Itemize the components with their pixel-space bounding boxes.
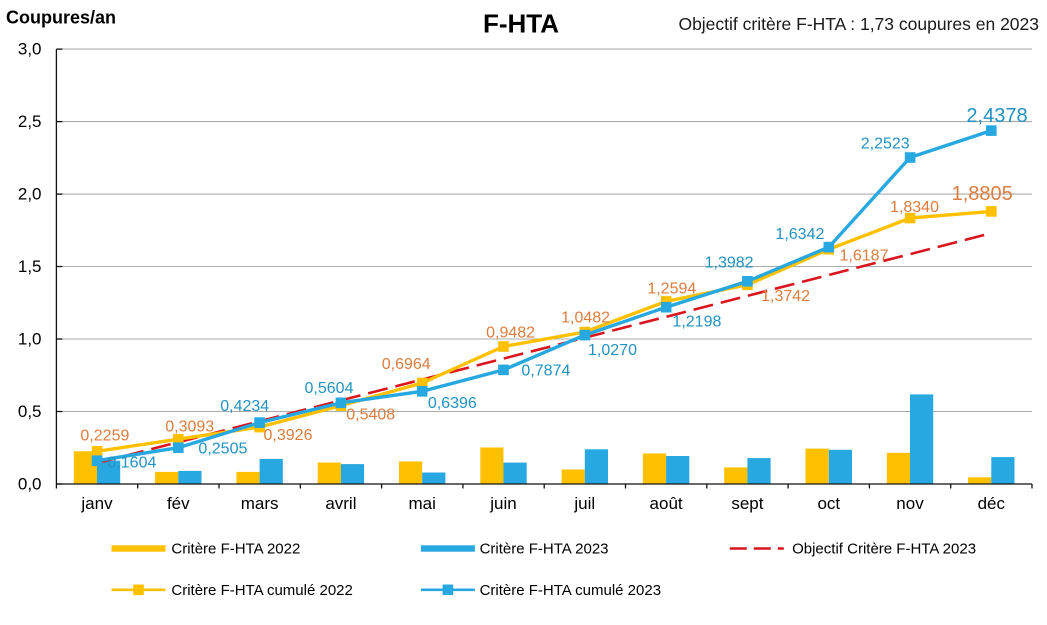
svg-text:0,7874: 0,7874 bbox=[521, 363, 570, 380]
svg-text:mai: mai bbox=[408, 494, 435, 513]
svg-text:0,6964: 0,6964 bbox=[382, 356, 431, 373]
svg-text:0,5408: 0,5408 bbox=[346, 406, 395, 423]
svg-text:0,2259: 0,2259 bbox=[80, 427, 129, 444]
svg-text:Objectif critère F-HTA : 1,73: Objectif critère F-HTA : 1,73 coupures e… bbox=[678, 14, 1039, 34]
svg-text:fév: fév bbox=[167, 494, 190, 513]
svg-text:0,5604: 0,5604 bbox=[305, 380, 354, 397]
svg-text:oct: oct bbox=[817, 494, 840, 513]
svg-text:F-HTA: F-HTA bbox=[483, 9, 559, 39]
svg-text:2,2523: 2,2523 bbox=[861, 136, 910, 153]
svg-text:nov: nov bbox=[896, 494, 924, 513]
svg-text:0,0: 0,0 bbox=[18, 475, 42, 494]
svg-text:Critère F-HTA cumulé 2023: Critère F-HTA cumulé 2023 bbox=[480, 582, 661, 599]
svg-text:1,2198: 1,2198 bbox=[672, 313, 721, 330]
svg-text:1,0270: 1,0270 bbox=[588, 342, 637, 359]
svg-text:1,3982: 1,3982 bbox=[705, 255, 754, 272]
svg-text:1,0: 1,0 bbox=[18, 330, 42, 349]
svg-text:1,2594: 1,2594 bbox=[647, 280, 696, 297]
svg-text:1,5: 1,5 bbox=[18, 257, 42, 276]
svg-text:2,5: 2,5 bbox=[18, 112, 42, 131]
svg-text:3,0: 3,0 bbox=[18, 40, 42, 59]
svg-text:août: août bbox=[650, 494, 683, 513]
svg-text:0,2505: 0,2505 bbox=[198, 441, 247, 458]
svg-text:sept: sept bbox=[731, 494, 763, 513]
svg-text:0,3926: 0,3926 bbox=[264, 427, 313, 444]
svg-text:déc: déc bbox=[978, 494, 1006, 513]
svg-text:Critère F-HTA 2023: Critère F-HTA 2023 bbox=[480, 541, 609, 558]
svg-text:1,8340: 1,8340 bbox=[890, 199, 939, 216]
svg-text:1,3742: 1,3742 bbox=[761, 288, 810, 305]
svg-text:0,4234: 0,4234 bbox=[220, 398, 269, 415]
svg-text:0,1604: 0,1604 bbox=[107, 455, 156, 472]
svg-text:0,3093: 0,3093 bbox=[165, 419, 214, 436]
svg-text:1,6187: 1,6187 bbox=[840, 247, 889, 264]
svg-text:avril: avril bbox=[325, 494, 356, 513]
svg-text:1,6342: 1,6342 bbox=[775, 226, 824, 243]
svg-text:juin: juin bbox=[489, 494, 516, 513]
svg-text:Objectif Critère F-HTA 2023: Objectif Critère F-HTA 2023 bbox=[792, 541, 976, 558]
svg-text:0,6396: 0,6396 bbox=[428, 395, 477, 412]
svg-text:0,9482: 0,9482 bbox=[486, 325, 535, 342]
svg-text:1,0482: 1,0482 bbox=[561, 309, 610, 326]
svg-text:1,8805: 1,8805 bbox=[952, 183, 1013, 205]
svg-text:juil: juil bbox=[573, 494, 595, 513]
svg-text:2,0: 2,0 bbox=[18, 185, 42, 204]
svg-text:mars: mars bbox=[241, 494, 279, 513]
svg-text:2,4378: 2,4378 bbox=[966, 105, 1027, 127]
svg-text:Coupures/an: Coupures/an bbox=[6, 8, 116, 28]
svg-text:0,5: 0,5 bbox=[18, 402, 42, 421]
svg-text:Critère F-HTA cumulé 2022: Critère F-HTA cumulé 2022 bbox=[171, 582, 352, 599]
svg-text:Critère F-HTA 2022: Critère F-HTA 2022 bbox=[171, 541, 300, 558]
svg-text:janv: janv bbox=[80, 494, 113, 513]
